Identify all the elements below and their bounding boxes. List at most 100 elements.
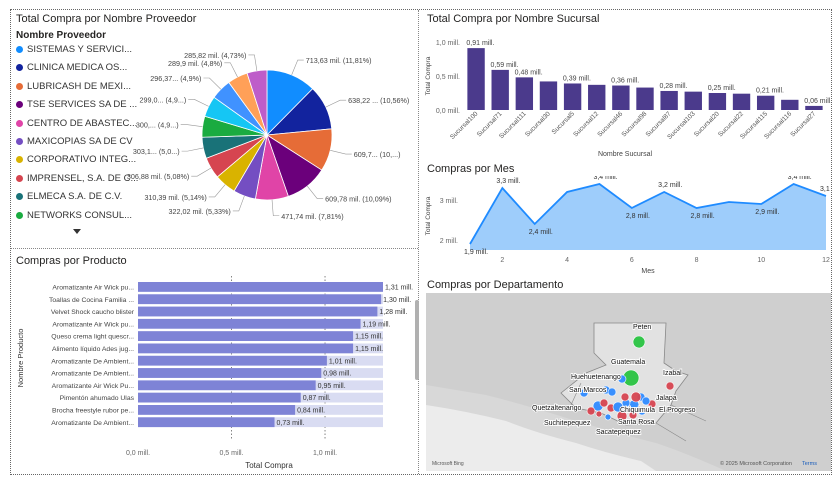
legend-dot-icon	[16, 193, 23, 201]
map-attribution: © 2025 Microsoft Corporation	[720, 460, 792, 467]
map-bubble[interactable]	[579, 388, 589, 398]
map-bubble[interactable]	[604, 413, 612, 421]
x-axis-title: Nombre Sucursal	[598, 151, 653, 158]
producto-bar[interactable]	[138, 368, 322, 378]
area-data-label: 3,2 mill.	[658, 182, 682, 189]
legend-item[interactable]: MAXICOPIAS SA DE CV	[16, 136, 133, 147]
departamento-map[interactable]: Peten Guatemala Izabal Huehuetenango San Mar…	[426, 293, 831, 471]
legend-item[interactable]: CENTRO DE ABASTEC...	[16, 118, 137, 129]
bar-data-label: 1,15 mill.	[355, 346, 383, 353]
sucursal-bar[interactable]	[756, 95, 775, 110]
area-data-label: 3,4 mill.	[593, 176, 617, 181]
sucursal-bar[interactable]	[781, 99, 799, 110]
map-bubble[interactable]	[630, 391, 642, 403]
producto-bar[interactable]	[138, 282, 383, 292]
map-bubble[interactable]	[628, 410, 638, 420]
map-bubble[interactable]	[595, 410, 603, 418]
legend-item[interactable]: SISTEMAS Y SERVICI...	[16, 44, 132, 55]
pie-leader-line	[232, 195, 245, 212]
map-title: Compras por Departamento	[427, 279, 564, 291]
producto-bar[interactable]	[138, 318, 361, 329]
map-terms-link[interactable]: Terms	[802, 461, 817, 467]
area-data-label: 1,9 mill.	[464, 249, 488, 256]
sucursal-bar[interactable]	[684, 91, 702, 110]
area-data-label: 2,8 mill.	[626, 213, 650, 220]
legend-label: CLINICA MEDICA OS...	[27, 62, 128, 74]
producto-bar[interactable]	[138, 417, 275, 428]
bar-data-label: 0,59 mill.	[491, 62, 519, 69]
x-tick-label: 4	[565, 257, 569, 264]
map-bubble[interactable]	[586, 406, 596, 416]
pie-legend-title: Nombre Proveedor	[16, 30, 107, 41]
sucursal-bar[interactable]	[563, 83, 582, 110]
producto-scrollbar[interactable]	[415, 300, 419, 380]
producto-bar[interactable]	[138, 306, 378, 317]
map-place-label: Jalapa	[656, 395, 677, 402]
y-tick-label: Aromatizante Air Wick pu...	[52, 321, 134, 328]
map-bubble[interactable]	[607, 387, 617, 397]
legend-label: LUBRICASH DE MEXI...	[27, 80, 131, 92]
y-tick-label: 1,0 mill.	[436, 40, 460, 47]
sucursal-bar[interactable]	[636, 87, 654, 110]
map-place-label: San Marcos	[569, 387, 607, 394]
bar-data-label: 0,21 mill.	[756, 88, 784, 95]
x-tick-label: 8	[695, 257, 699, 264]
producto-bar[interactable]	[138, 392, 301, 403]
map-bubble[interactable]	[617, 374, 627, 384]
legend-item[interactable]: CORPORATIVO INTEG...	[16, 154, 136, 165]
sucursal-bar[interactable]	[467, 48, 485, 110]
legend-item[interactable]: IMPRENSEL, S.A. DE C...	[16, 173, 138, 184]
sucursal-bar[interactable]	[732, 93, 751, 110]
sucursal-bar[interactable]	[708, 93, 727, 110]
legend-item[interactable]: LUBRICASH DE MEXI...	[16, 81, 131, 92]
pie-data-label: 299,0... (4,9...)	[140, 95, 187, 104]
map-bubble[interactable]	[641, 396, 651, 406]
y-tick-label: Pimentón ahumado Ulas	[60, 395, 135, 402]
producto-bar[interactable]	[138, 405, 296, 415]
map-bubble[interactable]	[620, 392, 630, 402]
pie-data-label: 306,88 mil. (5,08%)	[127, 172, 189, 181]
pie-leader-line	[208, 184, 226, 198]
pie-data-label: 310,39 mil. (5,14%)	[144, 193, 206, 202]
sucursal-bar[interactable]	[539, 81, 558, 110]
pie-data-label: 300,... (4,9...)	[136, 121, 179, 130]
legend-scroll-down-icon[interactable]	[73, 229, 81, 234]
map-bubble[interactable]	[599, 398, 609, 408]
pie-leader-line	[224, 62, 238, 78]
legend-item[interactable]: NETWORKS CONSUL...	[16, 210, 132, 221]
legend-item[interactable]: CLINICA MEDICA OS...	[16, 62, 127, 73]
map-bubble[interactable]	[616, 410, 628, 422]
producto-bar[interactable]	[138, 380, 316, 391]
producto-bar[interactable]	[138, 331, 354, 341]
bar-data-label: 1,19 mill.	[363, 321, 391, 328]
area-data-label: 2,4 mill.	[529, 229, 553, 236]
map-place-label: El Progreso	[659, 407, 696, 414]
producto-bar[interactable]	[138, 294, 382, 305]
sucursal-bar[interactable]	[612, 85, 630, 110]
legend-label: SISTEMAS Y SERVICI...	[27, 44, 133, 55]
legend-dot-icon	[16, 45, 23, 53]
map-bubble[interactable]	[632, 335, 646, 349]
producto-bar[interactable]	[138, 355, 327, 366]
sucursal-bar[interactable]	[660, 90, 678, 110]
sucursal-bar[interactable]	[491, 69, 509, 110]
pie-data-label: 296,37... (4,9%)	[150, 74, 201, 83]
x-tick-label: 2	[500, 257, 504, 264]
bar-data-label: 1,01 mill.	[329, 358, 357, 365]
sucursal-bar[interactable]	[588, 84, 606, 110]
dashboard-frame	[10, 9, 832, 475]
y-tick-label: Alimento líquido Ades jug...	[52, 346, 134, 353]
sucursal-bar[interactable]	[805, 105, 823, 110]
legend-item[interactable]: ELMECA S.A. DE C.V.	[16, 191, 122, 202]
legend-item[interactable]: TSE SERVICES SA DE ...	[16, 99, 137, 110]
pie-leader-line	[325, 99, 347, 108]
producto-bar[interactable]	[138, 343, 354, 354]
map-bubble[interactable]	[665, 381, 675, 391]
map-place-label: Huehuetenango	[571, 374, 621, 381]
map-place-label: Sacatepequez	[596, 429, 641, 436]
map-bubble[interactable]	[637, 406, 647, 416]
map-bubble[interactable]	[612, 401, 624, 413]
x-tick-label: 0,0 mill.	[126, 450, 150, 457]
sucursal-bar[interactable]	[515, 77, 534, 110]
area-line[interactable]	[469, 183, 827, 245]
